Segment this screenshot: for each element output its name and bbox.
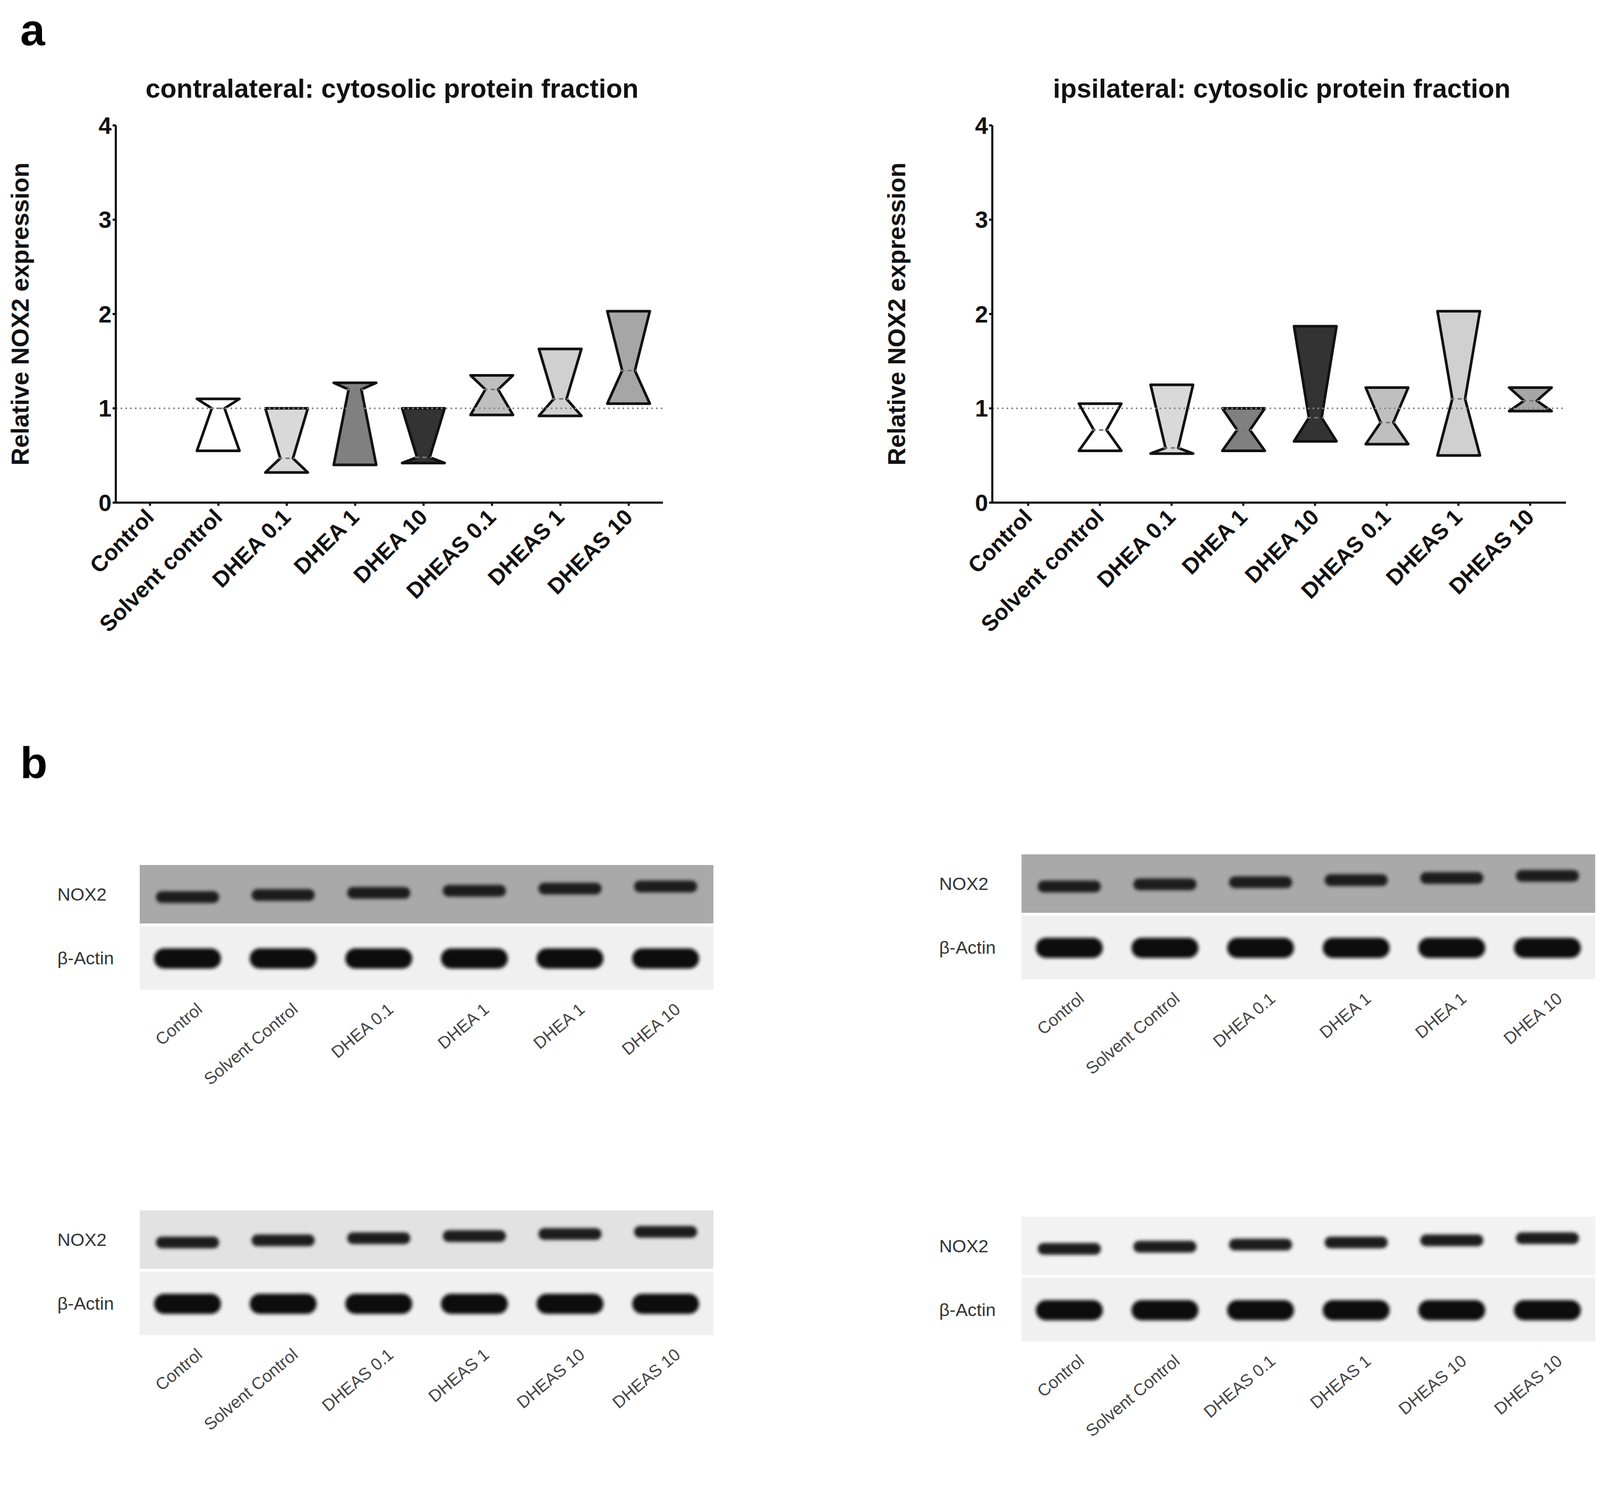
svg-text:DHEAS 10: DHEAS 10: [1443, 504, 1539, 599]
svg-text:Solvent control: Solvent control: [975, 504, 1109, 637]
svg-text:DHEAS 1: DHEAS 1: [482, 504, 569, 591]
svg-text:DHEAS 1: DHEAS 1: [1306, 1350, 1375, 1413]
svg-text:DHEA 1: DHEA 1: [529, 999, 589, 1053]
svg-text:DHEA 10: DHEA 10: [348, 504, 433, 588]
svg-text:NOX2: NOX2: [939, 873, 989, 894]
svg-text:DHEAS 10: DHEAS 10: [542, 504, 637, 599]
svg-text:DHEA 10: DHEA 10: [618, 999, 685, 1059]
svg-text:DHEAS 0.1: DHEAS 0.1: [1200, 1350, 1279, 1422]
svg-text:DHEA 0.1: DHEA 0.1: [207, 504, 296, 593]
svg-text:DHEA 0.1: DHEA 0.1: [327, 999, 398, 1062]
svg-text:DHEAS 1: DHEAS 1: [1381, 504, 1468, 591]
svg-text:NOX2: NOX2: [57, 883, 107, 905]
svg-text:DHEA 1: DHEA 1: [288, 504, 364, 580]
svg-text:Control: Control: [84, 504, 159, 578]
html-text:ipsilateral: cytosolic protein: ipsilateral: cytosolic protein fraction: [1053, 73, 1511, 104]
svg-text:DHEAS 10: DHEAS 10: [608, 1344, 685, 1412]
svg-text:Solvent control: Solvent control: [94, 504, 227, 637]
svg-text:DHEAS 0.1: DHEAS 0.1: [1296, 504, 1396, 604]
svg-text:4: 4: [98, 112, 113, 139]
svg-text:3: 3: [98, 206, 112, 233]
svg-text:β-Actin: β-Actin: [939, 937, 996, 958]
svg-text:DHEA 10: DHEA 10: [1239, 504, 1324, 588]
html-text:a: a: [20, 4, 45, 55]
svg-text:DHEA 1: DHEA 1: [1315, 988, 1375, 1043]
svg-text:Control: Control: [963, 504, 1037, 578]
svg-text:β-Actin: β-Actin: [57, 947, 114, 968]
svg-text:4: 4: [975, 112, 989, 139]
svg-text:1: 1: [98, 395, 112, 422]
svg-text:DHEA 1: DHEA 1: [1411, 988, 1470, 1043]
svg-text:Relative NOX2 expression: Relative NOX2 expression: [6, 162, 34, 466]
svg-text:NOX2: NOX2: [939, 1235, 989, 1256]
svg-text:NOX2: NOX2: [57, 1229, 107, 1250]
svg-text:DHEA 10: DHEA 10: [1500, 988, 1567, 1049]
svg-text:DHEAS 0.1: DHEAS 0.1: [401, 504, 501, 604]
svg-text:Control: Control: [1033, 988, 1088, 1039]
svg-text:Solvent Control: Solvent Control: [1082, 988, 1184, 1078]
svg-text:DHEA 0.1: DHEA 0.1: [1092, 504, 1181, 593]
svg-text:DHEA 1: DHEA 1: [1177, 504, 1253, 580]
svg-text:Solvent Control: Solvent Control: [200, 1344, 302, 1434]
svg-text:DHEAS 10: DHEAS 10: [513, 1344, 589, 1412]
svg-text:2: 2: [98, 301, 112, 328]
svg-text:Control: Control: [151, 1344, 206, 1395]
svg-text:β-Actin: β-Actin: [57, 1292, 114, 1314]
svg-text:DHEA 0.1: DHEA 0.1: [1209, 988, 1280, 1052]
svg-text:DHEAS 10: DHEAS 10: [1490, 1350, 1567, 1419]
svg-text:0: 0: [98, 489, 112, 516]
svg-text:0: 0: [975, 489, 989, 516]
svg-text:3: 3: [975, 206, 989, 233]
svg-text:DHEAS 10: DHEAS 10: [1394, 1350, 1471, 1419]
svg-text:Control: Control: [151, 999, 206, 1050]
svg-text:Solvent Control: Solvent Control: [1082, 1350, 1184, 1441]
svg-text:DHEA 1: DHEA 1: [433, 999, 493, 1053]
html-text:b: b: [20, 737, 48, 788]
svg-text:Solvent Control: Solvent Control: [200, 999, 302, 1089]
svg-text:DHEAS 0.1: DHEAS 0.1: [318, 1344, 397, 1416]
svg-text:Relative NOX2 expression: Relative NOX2 expression: [882, 162, 911, 466]
svg-text:Control: Control: [1033, 1350, 1088, 1401]
svg-text:1: 1: [975, 395, 989, 422]
svg-text:DHEAS 1: DHEAS 1: [424, 1344, 493, 1407]
svg-text:β-Actin: β-Actin: [939, 1299, 996, 1320]
html-text:contralateral: cytosolic prote: contralateral: cytosolic protein fractio…: [145, 73, 639, 104]
svg-text:2: 2: [975, 301, 989, 328]
